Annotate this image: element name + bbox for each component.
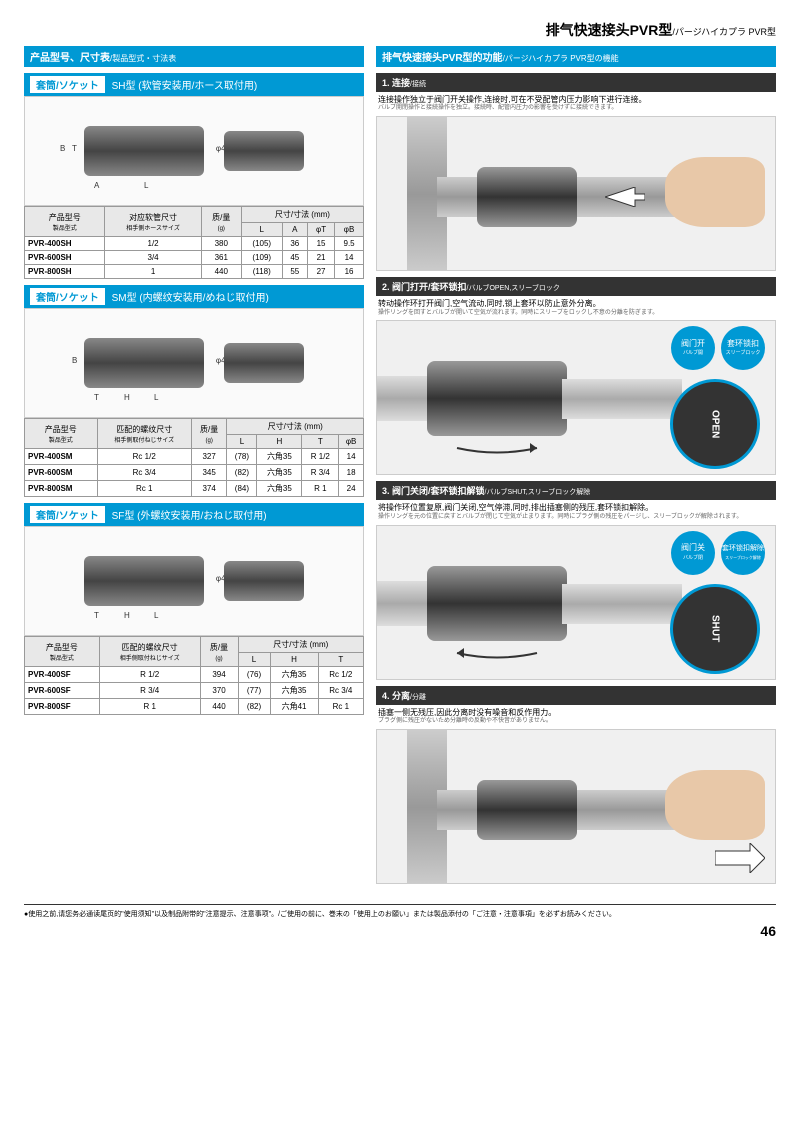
table-row: PVR-600SFR 3/4370(77)六角35Rc 3/4 xyxy=(25,683,364,699)
right-column: 排气快速接头PVR型的功能/パージハイカプラ PVR型の機能 1. 连接/接続 … xyxy=(376,46,776,884)
table-row: PVR-800SFR 1440(82)六角41Rc 1 xyxy=(25,699,364,715)
sh-type-bar: 套筒/ソケット SH型 (软管安装用/ホース取付用) xyxy=(24,73,364,96)
step4-bar: 4. 分离/分離 xyxy=(376,686,776,705)
header-subtitle: /パージハイカプラ PVR型 xyxy=(672,27,776,37)
step3-bar: 3. 阀门关闭/套环锁扣解锁/バルブSHUT,スリーブロック解除 xyxy=(376,481,776,500)
table-row: PVR-800SMRc 1374(84)六角35R 124 xyxy=(25,481,364,497)
footer: ●使用之前,请您务必通读尾页的"使用须知"以及制品附带的"注意提示、注意事项"。… xyxy=(24,904,776,919)
table-row: PVR-400SMRc 1/2327(78)六角35R 1/214 xyxy=(25,449,364,465)
left-section-bar: 产品型号、尺寸表/製品型式・寸法表 xyxy=(24,46,364,67)
step3-image: 阀门关バルブ閉 套环锁扣解除スリーブロック解除 SHUT xyxy=(376,525,776,680)
page-number: 46 xyxy=(24,923,776,939)
header-title: 排气快速接头PVR型 xyxy=(546,22,673,38)
page-header: 排气快速接头PVR型/パージハイカプラ PVR型 xyxy=(24,20,776,40)
sm-table: 产品型号製品型式 匹配的螺纹尺寸相手側取付ねじサイズ 质/量(g) 尺寸/寸法 … xyxy=(24,418,364,497)
step4-image xyxy=(376,729,776,884)
left-column: 产品型号、尺寸表/製品型式・寸法表 套筒/ソケット SH型 (软管安装用/ホース… xyxy=(24,46,364,884)
sf-diagram: T H L φ49 xyxy=(24,526,364,636)
table-row: PVR-800SH1440(118)552716 xyxy=(25,265,364,279)
sm-diagram: B T H L φ49 xyxy=(24,308,364,418)
step2-bar: 2. 阀门打开/套环锁扣/バルブOPEN,スリーブロック xyxy=(376,277,776,296)
step3-desc: 将操作环位置复原,阀门关闭,空气停滞,同时,排出插塞侧的残压,套环锁扣解除。 操… xyxy=(376,500,776,524)
table-row: PVR-600SMRc 3/4345(82)六角35R 3/418 xyxy=(25,465,364,481)
step1-image xyxy=(376,116,776,271)
step1-bar: 1. 连接/接続 xyxy=(376,73,776,92)
step1-desc: 连接操作独立于阀门开关操作,连接时,可在不受配管内压力影响下进行连接。 バルブ開… xyxy=(376,92,776,116)
table-row: PVR-400SH1/2380(105)36159.5 xyxy=(25,237,364,251)
table-row: PVR-600SH3/4361(109)452114 xyxy=(25,251,364,265)
step2-image: 阀门开バルブ開 套环锁扣スリーブロック OPEN xyxy=(376,320,776,475)
sh-table: 产品型号製品型式 对应软管尺寸相手側ホースサイズ 质/量(g) 尺寸/寸法 (m… xyxy=(24,206,364,279)
right-section-bar: 排气快速接头PVR型的功能/パージハイカプラ PVR型の機能 xyxy=(376,46,776,67)
sf-type-bar: 套筒/ソケット SF型 (外螺纹安装用/おねじ取付用) xyxy=(24,503,364,526)
sf-table: 产品型号製品型式 匹配的螺纹尺寸相手側取付ねじサイズ 质/量(g) 尺寸/寸法 … xyxy=(24,636,364,715)
step2-desc: 转动操作环打开阀门,空气流动,同时,锁上套环以防止意外分离。 操作リングを回すと… xyxy=(376,296,776,320)
table-row: PVR-400SFR 1/2394(76)六角35Rc 1/2 xyxy=(25,667,364,683)
sm-type-bar: 套筒/ソケット SM型 (内螺纹安装用/めねじ取付用) xyxy=(24,285,364,308)
sh-diagram: T B A L φ49 xyxy=(24,96,364,206)
step4-desc: 插塞一侧无残压,因此分离时没有噪音和反作用力。 プラグ側に残圧がないため分離時の… xyxy=(376,705,776,729)
